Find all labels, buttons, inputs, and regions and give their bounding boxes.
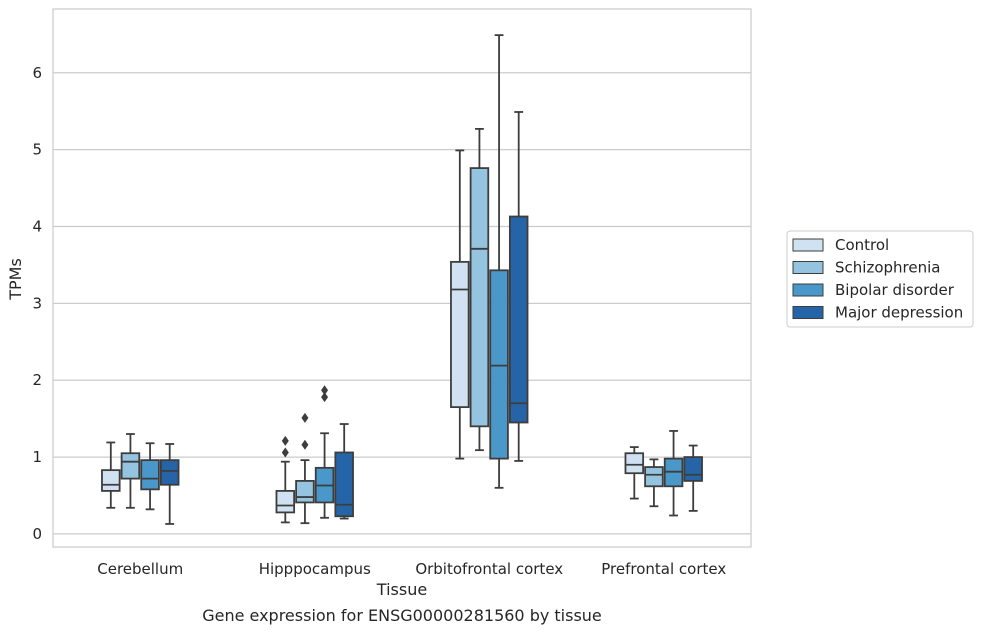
- box-1-1: [295, 412, 315, 525]
- legend-label: Bipolar disorder: [835, 281, 955, 299]
- x-tick-label: Prefrontal cortex: [601, 560, 726, 578]
- box-rect: [120, 452, 141, 480]
- box-rect: [508, 215, 529, 424]
- box-3-0: [159, 443, 180, 525]
- y-tick-label: 0: [32, 525, 42, 543]
- y-axis-label: TPMs: [6, 258, 25, 301]
- box-1-0: [120, 433, 141, 509]
- box-3-1: [334, 423, 354, 520]
- box-1-2: [469, 127, 490, 452]
- y-tick-label: 6: [32, 64, 42, 82]
- outlier-point: [281, 447, 289, 458]
- box-rect: [644, 466, 664, 488]
- legend-label: Control: [835, 236, 889, 254]
- box-rect: [295, 480, 315, 504]
- x-axis-label: Tissue: [376, 580, 427, 599]
- box-2-0: [140, 442, 160, 511]
- legend-label: Schizophrenia: [835, 259, 940, 277]
- x-tick-label: Hipppocampus: [259, 560, 371, 578]
- box-0-2: [450, 149, 470, 460]
- box-rect: [101, 469, 121, 492]
- box-rect: [624, 452, 645, 475]
- box-rect: [450, 260, 470, 409]
- box-1-3: [644, 458, 664, 508]
- box-rect: [469, 167, 490, 428]
- box-0-0: [101, 441, 121, 509]
- outlier-point: [281, 435, 289, 446]
- y-tick-label: 1: [32, 448, 42, 466]
- box-0-3: [624, 446, 645, 500]
- box-3-3: [683, 444, 703, 512]
- legend-swatch: [792, 238, 824, 252]
- box-rect: [140, 459, 160, 491]
- box-2-1: [314, 385, 335, 519]
- legend-swatch: [792, 306, 824, 319]
- box-rect: [275, 489, 296, 514]
- y-tick-label: 5: [32, 141, 42, 159]
- outlier-point: [301, 412, 309, 423]
- outlier-point: [321, 385, 329, 396]
- x-tick-labels: Cerebellum Hipppocampus Orbitofrontal cort…: [97, 560, 726, 578]
- chart-caption: Gene expression for ENSG00000281560 by t…: [202, 606, 602, 625]
- legend-label: Major depression: [835, 304, 963, 322]
- y-tick-labels: 0 1 2 3 4 5 6: [32, 64, 42, 543]
- box-3-2: [508, 111, 529, 462]
- y-tick-label: 4: [32, 218, 42, 236]
- box-rect: [159, 459, 180, 486]
- x-tick-label: Cerebellum: [97, 560, 183, 578]
- y-tick-label: 3: [32, 294, 42, 312]
- outlier-point: [321, 392, 329, 403]
- legend-swatch: [792, 261, 824, 274]
- box-2-3: [663, 430, 684, 517]
- y-tick-label: 2: [32, 371, 42, 389]
- legend: Control Schizophrenia Bipolar disorder Majo…: [786, 230, 974, 328]
- box-rect: [683, 456, 703, 482]
- outlier-point: [301, 439, 309, 450]
- box-2-2: [489, 34, 509, 489]
- x-tick-label: Orbitofrontal cortex: [415, 560, 563, 578]
- box-rect: [334, 451, 354, 518]
- box-rect: [489, 269, 509, 460]
- box-marks: [101, 34, 703, 525]
- legend-swatch: [792, 283, 824, 297]
- box-0-1: [275, 435, 296, 524]
